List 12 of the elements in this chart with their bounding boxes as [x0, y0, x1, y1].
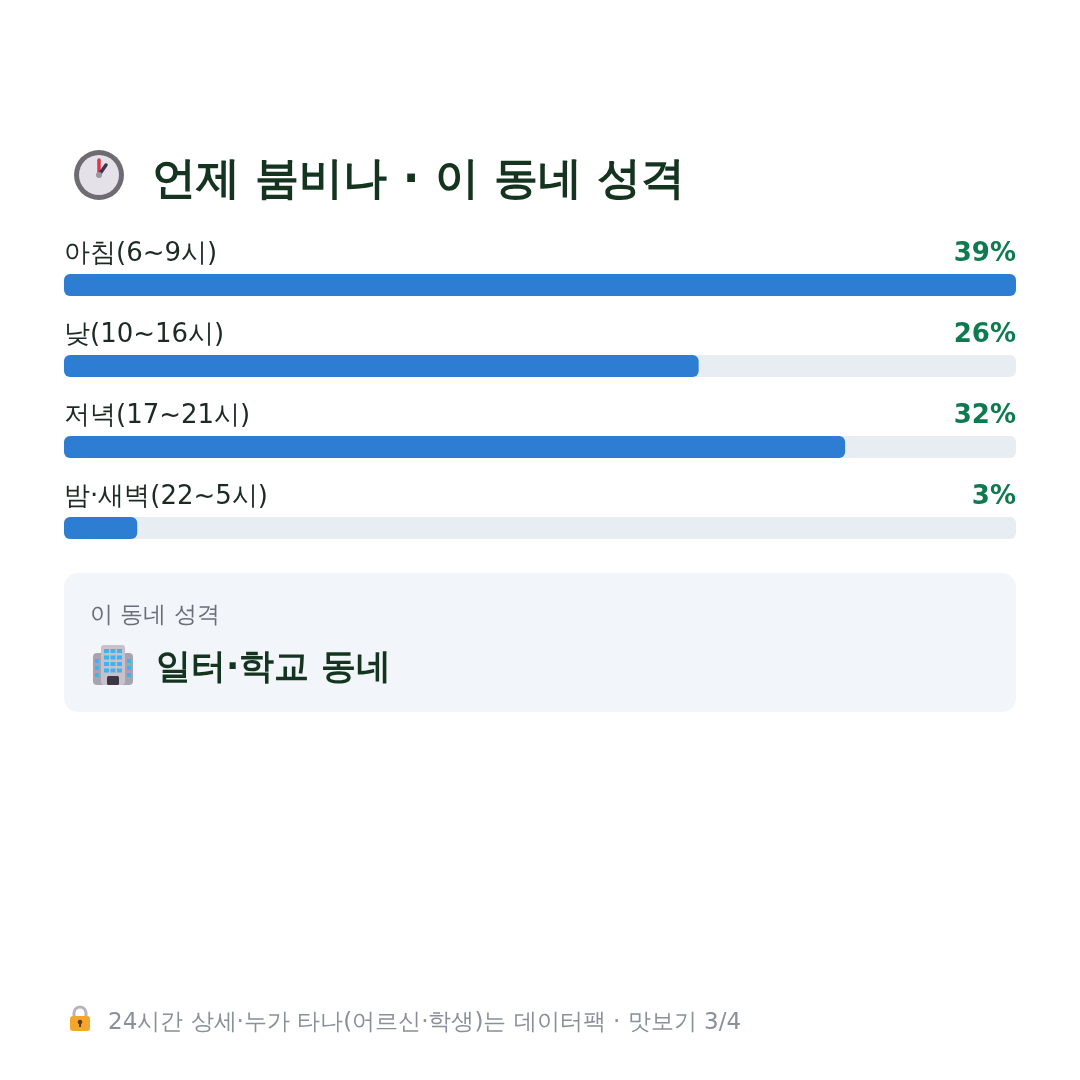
data-label: 26%: [953, 318, 1016, 348]
y-tick-label: 밤·새벽(22~5시): [64, 480, 268, 510]
text: 이 동네 성격: [90, 601, 220, 627]
text: 24시간 상세·누가 타나(어르신·학생)는 데이터팩 · 맛보기 3/4: [108, 1008, 742, 1034]
y-tick-label: 저녁(17~21시): [64, 399, 251, 429]
data-label: 39%: [953, 237, 1016, 267]
y-tick-label: 낮(10~16시): [64, 318, 225, 348]
data-label: 3%: [971, 480, 1016, 510]
text: 일터·학교 동네: [156, 646, 392, 686]
chart-title: 언제 붐비나 · 이 동네 성격: [152, 152, 686, 203]
data-label: 32%: [953, 399, 1016, 429]
y-tick-label: 아침(6~9시): [64, 237, 218, 267]
